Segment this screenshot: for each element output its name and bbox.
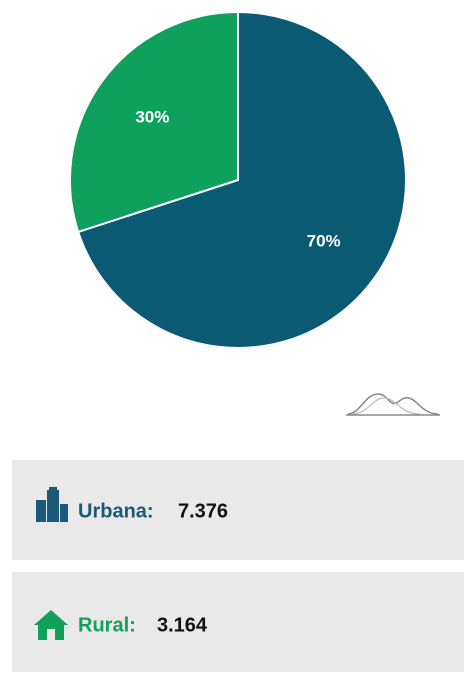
summary-value: 7.376	[178, 500, 228, 522]
summary-box	[12, 572, 464, 672]
slice-label: 70%	[307, 232, 341, 251]
summary-label: Urbana:	[78, 500, 154, 522]
building-icon	[36, 487, 68, 522]
summary-box	[12, 460, 464, 560]
density-icon-shadow	[351, 397, 421, 415]
pie-slice	[69, 10, 239, 234]
pie-slice	[76, 10, 407, 349]
summary-value: 3.164	[157, 614, 208, 636]
slice-label: 30%	[135, 107, 169, 126]
density-icon[interactable]	[347, 393, 439, 415]
summary-label: Rural:	[78, 614, 136, 636]
house-icon	[34, 610, 68, 640]
pie-chart: 70% 30%	[69, 10, 407, 349]
